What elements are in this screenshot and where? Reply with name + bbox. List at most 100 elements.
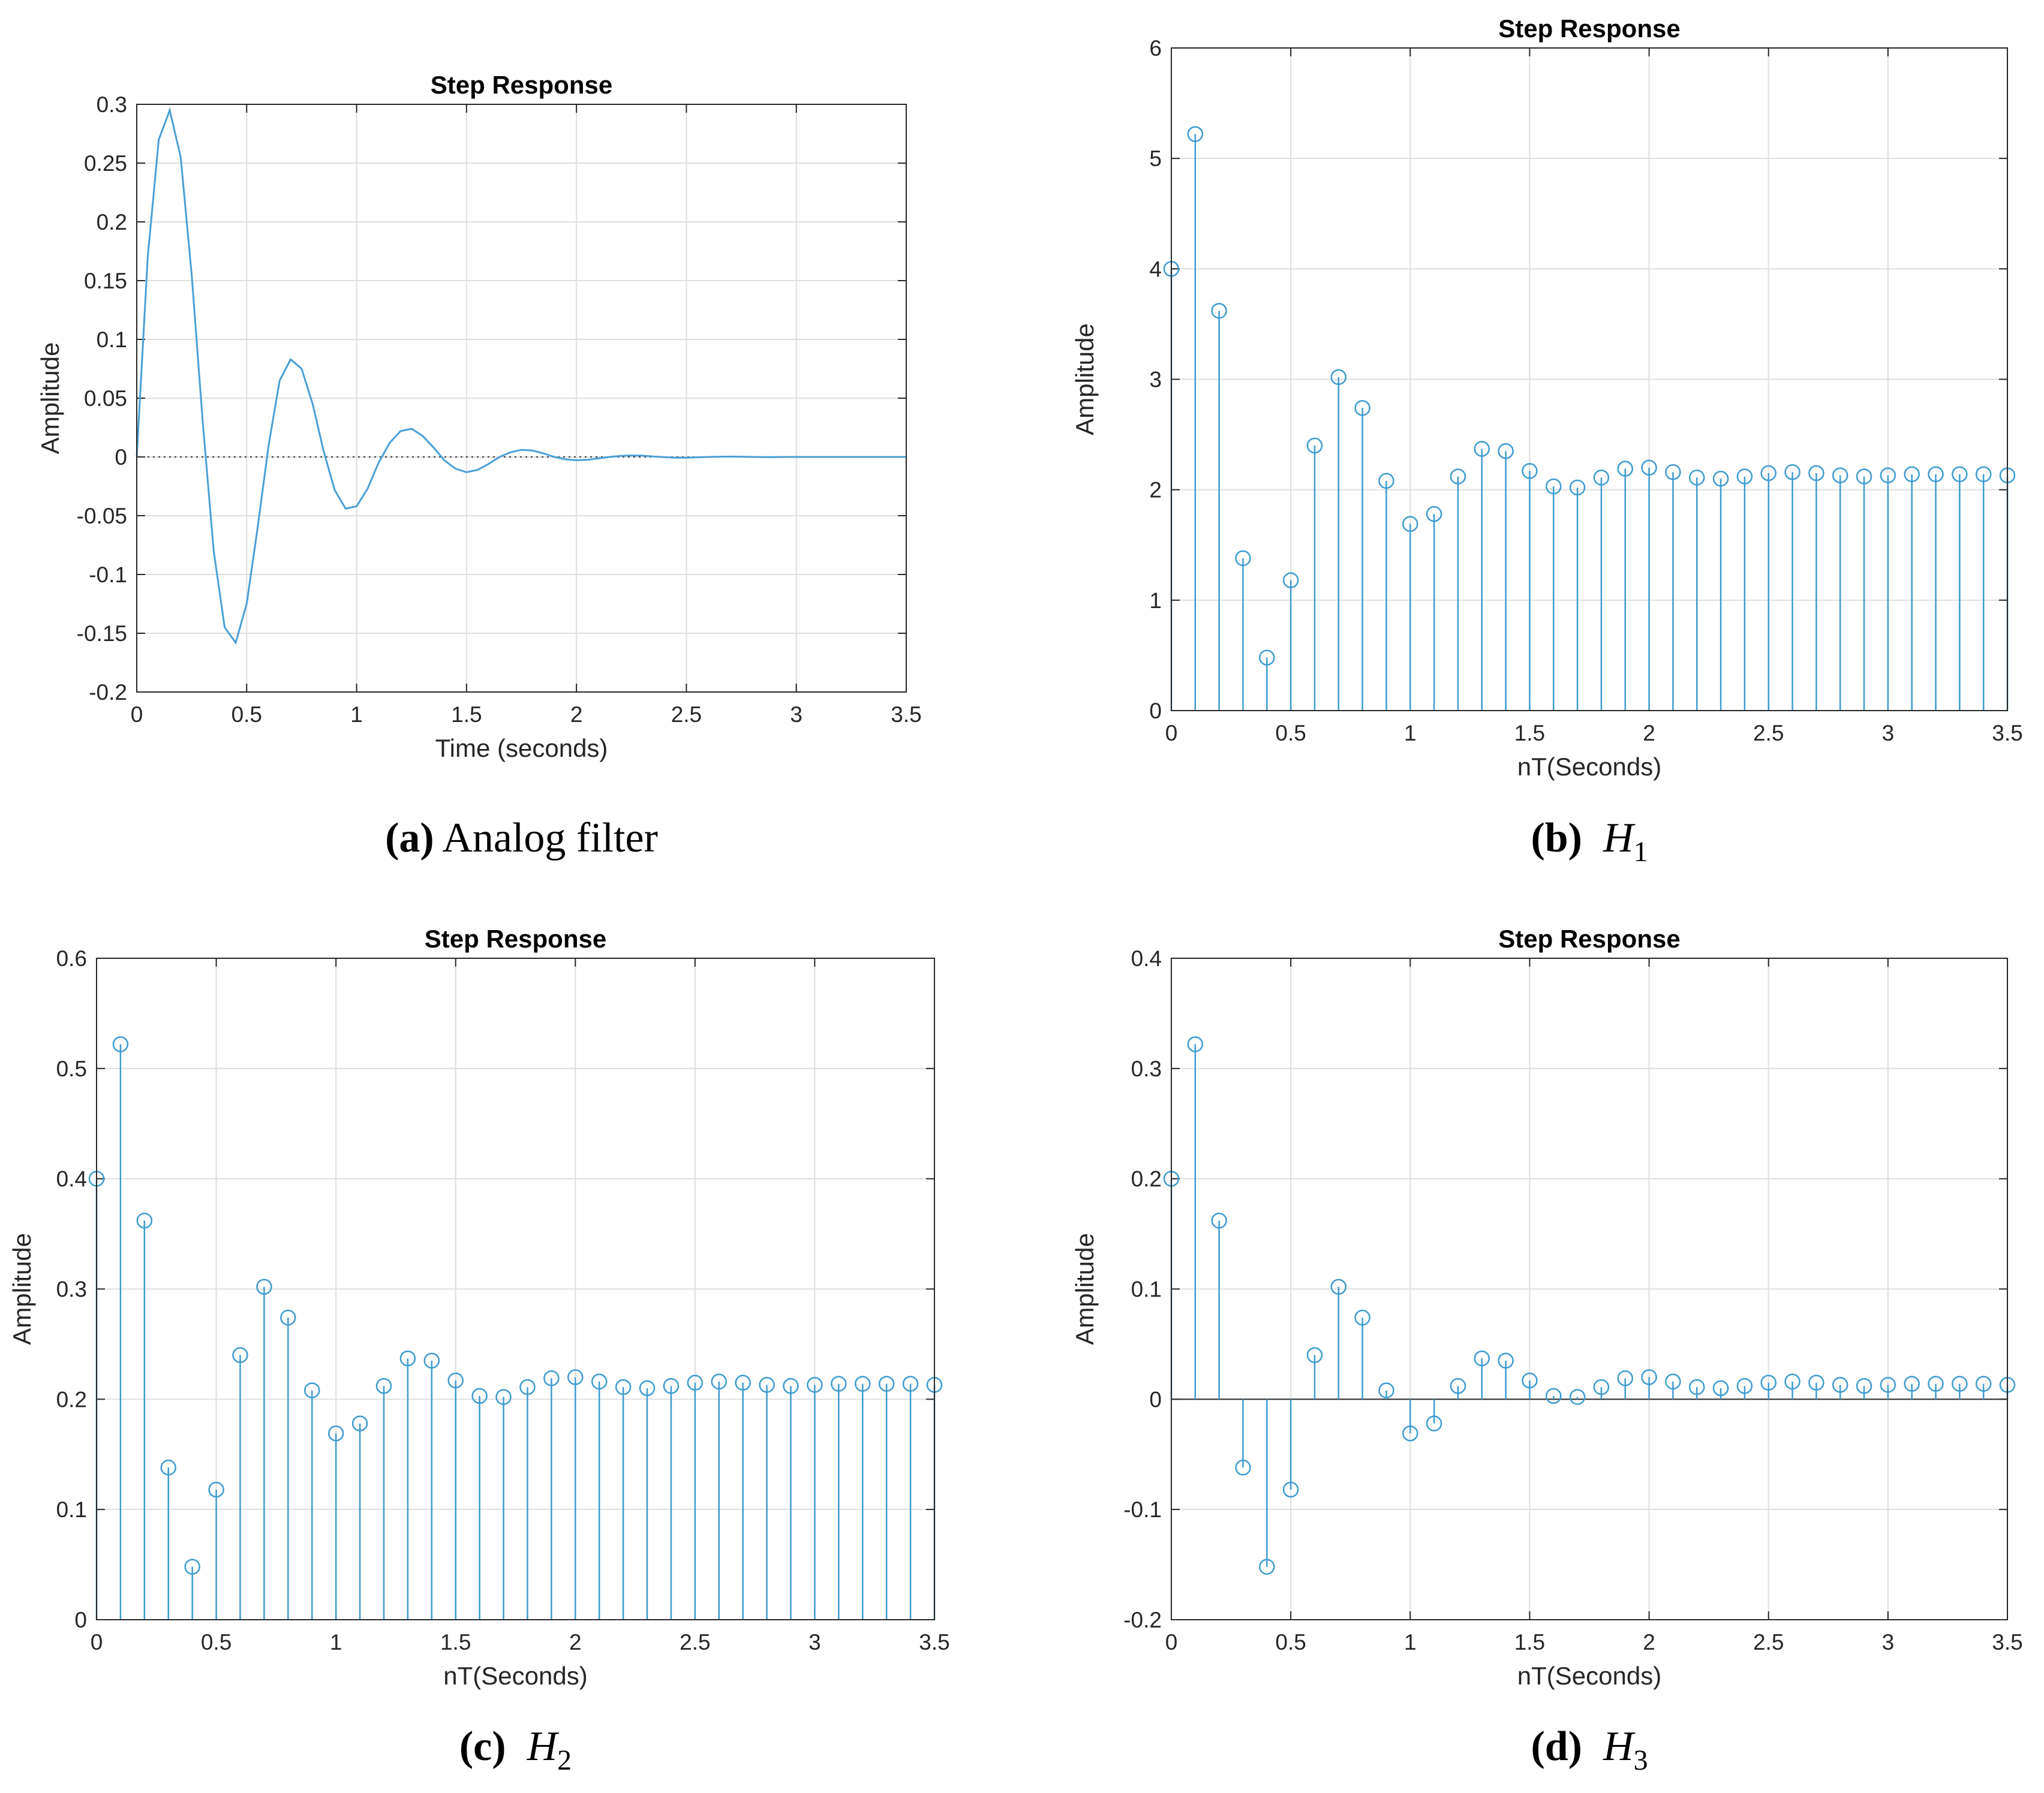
x-tick-label: 3 xyxy=(1882,721,1895,745)
y-tick-label: 0.1 xyxy=(1131,1277,1162,1302)
stem-marker xyxy=(1617,1370,1633,1386)
y-tick-label: -0.2 xyxy=(1123,1608,1162,1632)
caption-space xyxy=(1582,815,1603,861)
stem-marker xyxy=(1784,464,1800,480)
y-tick-label: 0.2 xyxy=(97,210,127,234)
stem-marker xyxy=(855,1376,871,1392)
y-axis-label: Amplitude xyxy=(8,1233,36,1345)
y-tick-label: 0.1 xyxy=(97,327,127,352)
y-tick-label: -0.1 xyxy=(89,562,127,587)
stem-marker xyxy=(136,1213,153,1229)
stem-marker xyxy=(543,1370,560,1386)
stem-marker xyxy=(1975,466,1992,483)
stem-marker xyxy=(351,1415,368,1432)
y-axis-label: Amplitude xyxy=(36,342,64,455)
y-tick-label: -0.2 xyxy=(89,680,127,705)
y-axis-label: Amplitude xyxy=(1071,1233,1099,1345)
x-tick-label: 0.5 xyxy=(232,702,262,727)
stem-marker xyxy=(1928,466,1944,483)
stem-marker xyxy=(208,1481,224,1498)
caption-math: H xyxy=(527,1723,560,1770)
y-tick-label: 5 xyxy=(1149,146,1162,171)
x-tick-label: 0 xyxy=(91,1630,103,1654)
stem-marker xyxy=(1880,1377,1896,1393)
caption: (d) H3 xyxy=(1531,1723,1648,1776)
stem-marker xyxy=(1904,1376,1920,1392)
stem-marker xyxy=(1426,1415,1442,1432)
stem-marker xyxy=(375,1378,392,1394)
y-tick-label: 0 xyxy=(1149,699,1162,723)
stem-marker xyxy=(1546,478,1562,495)
caption-math: H xyxy=(1603,1723,1636,1770)
x-tick-label: 1 xyxy=(1404,1630,1417,1654)
stem-marker xyxy=(1426,506,1442,522)
x-tick-label: 1 xyxy=(350,702,363,727)
x-tick-label: 1 xyxy=(1404,721,1417,745)
stem-marker xyxy=(1450,1378,1466,1394)
y-tick-label: 3 xyxy=(1149,368,1162,392)
x-axis-label: nT(Seconds) xyxy=(443,1662,587,1690)
stem-marker xyxy=(1522,463,1538,479)
stem-marker xyxy=(1665,464,1681,480)
x-tick-label: 2.5 xyxy=(1753,721,1784,745)
caption-space xyxy=(506,1723,527,1770)
y-tick-label: 0.3 xyxy=(97,92,127,117)
caption-text: Analog filter xyxy=(442,815,658,861)
y-tick-label: -0.1 xyxy=(1123,1497,1162,1522)
stem-marker xyxy=(1259,1559,1275,1575)
stem-marker xyxy=(1928,1376,1944,1392)
y-tick-label: 4 xyxy=(1149,257,1162,281)
x-tick-label: 0.5 xyxy=(201,1630,232,1654)
stem-marker xyxy=(639,1380,656,1397)
stem-marker xyxy=(1641,459,1657,476)
stem-marker xyxy=(1952,466,1968,483)
x-axis-label: nT(Seconds) xyxy=(1517,753,1661,781)
stem-marker xyxy=(1712,1380,1729,1397)
stem-marker xyxy=(1808,1374,1824,1391)
x-tick-label: 0 xyxy=(131,702,143,727)
x-tick-label: 2.5 xyxy=(671,702,702,727)
stem-marker xyxy=(1306,1347,1323,1364)
stem-marker xyxy=(1282,572,1299,588)
stem-marker xyxy=(1402,1425,1418,1442)
stem-marker xyxy=(1354,1310,1370,1326)
axes-box xyxy=(1171,47,2008,711)
x-axis-label: Time (seconds) xyxy=(435,734,608,762)
stem-marker xyxy=(1688,1379,1705,1395)
step-response-curve xyxy=(136,107,906,645)
stem-marker xyxy=(735,1374,751,1391)
stem-marker xyxy=(1330,369,1347,386)
x-tick-label: 1.5 xyxy=(1514,1630,1545,1654)
stem-marker xyxy=(1712,471,1729,487)
stem-marker xyxy=(1187,126,1204,142)
stem-marker xyxy=(687,1374,704,1391)
caption-label: (d) xyxy=(1531,1723,1582,1770)
stem-marker xyxy=(1306,437,1323,454)
x-tick-label: 2 xyxy=(569,1630,582,1654)
y-tick-label: 0.25 xyxy=(84,151,127,176)
x-tick-label: 2 xyxy=(1643,1630,1655,1654)
y-tick-label: -0.05 xyxy=(77,504,127,528)
ticks xyxy=(1171,958,2008,1620)
y-tick-label: 0.2 xyxy=(56,1387,87,1412)
x-tick-label: 3.5 xyxy=(1992,1630,2022,1654)
stem-marker xyxy=(1522,1372,1538,1389)
stem-marker xyxy=(1330,1278,1347,1295)
stem-marker xyxy=(1736,468,1753,485)
axes-box xyxy=(96,958,935,1620)
stem-marker xyxy=(256,1278,272,1295)
stem-marker xyxy=(1569,479,1586,496)
x-tick-label: 3.5 xyxy=(1992,721,2022,745)
stem-marker xyxy=(1880,467,1896,483)
stem-marker xyxy=(1736,1378,1753,1394)
stem-marker xyxy=(783,1378,799,1394)
stem-marker xyxy=(1832,1377,1848,1393)
y-tick-label: 0.3 xyxy=(1131,1057,1162,1081)
stem-marker xyxy=(303,1382,320,1398)
x-tick-label: 2 xyxy=(1643,721,1655,745)
chart-title: Step Response xyxy=(1498,14,1680,43)
y-tick-label: 0 xyxy=(1149,1387,1162,1412)
stem-marker xyxy=(591,1373,608,1390)
x-tick-label: 0.5 xyxy=(1275,721,1306,745)
